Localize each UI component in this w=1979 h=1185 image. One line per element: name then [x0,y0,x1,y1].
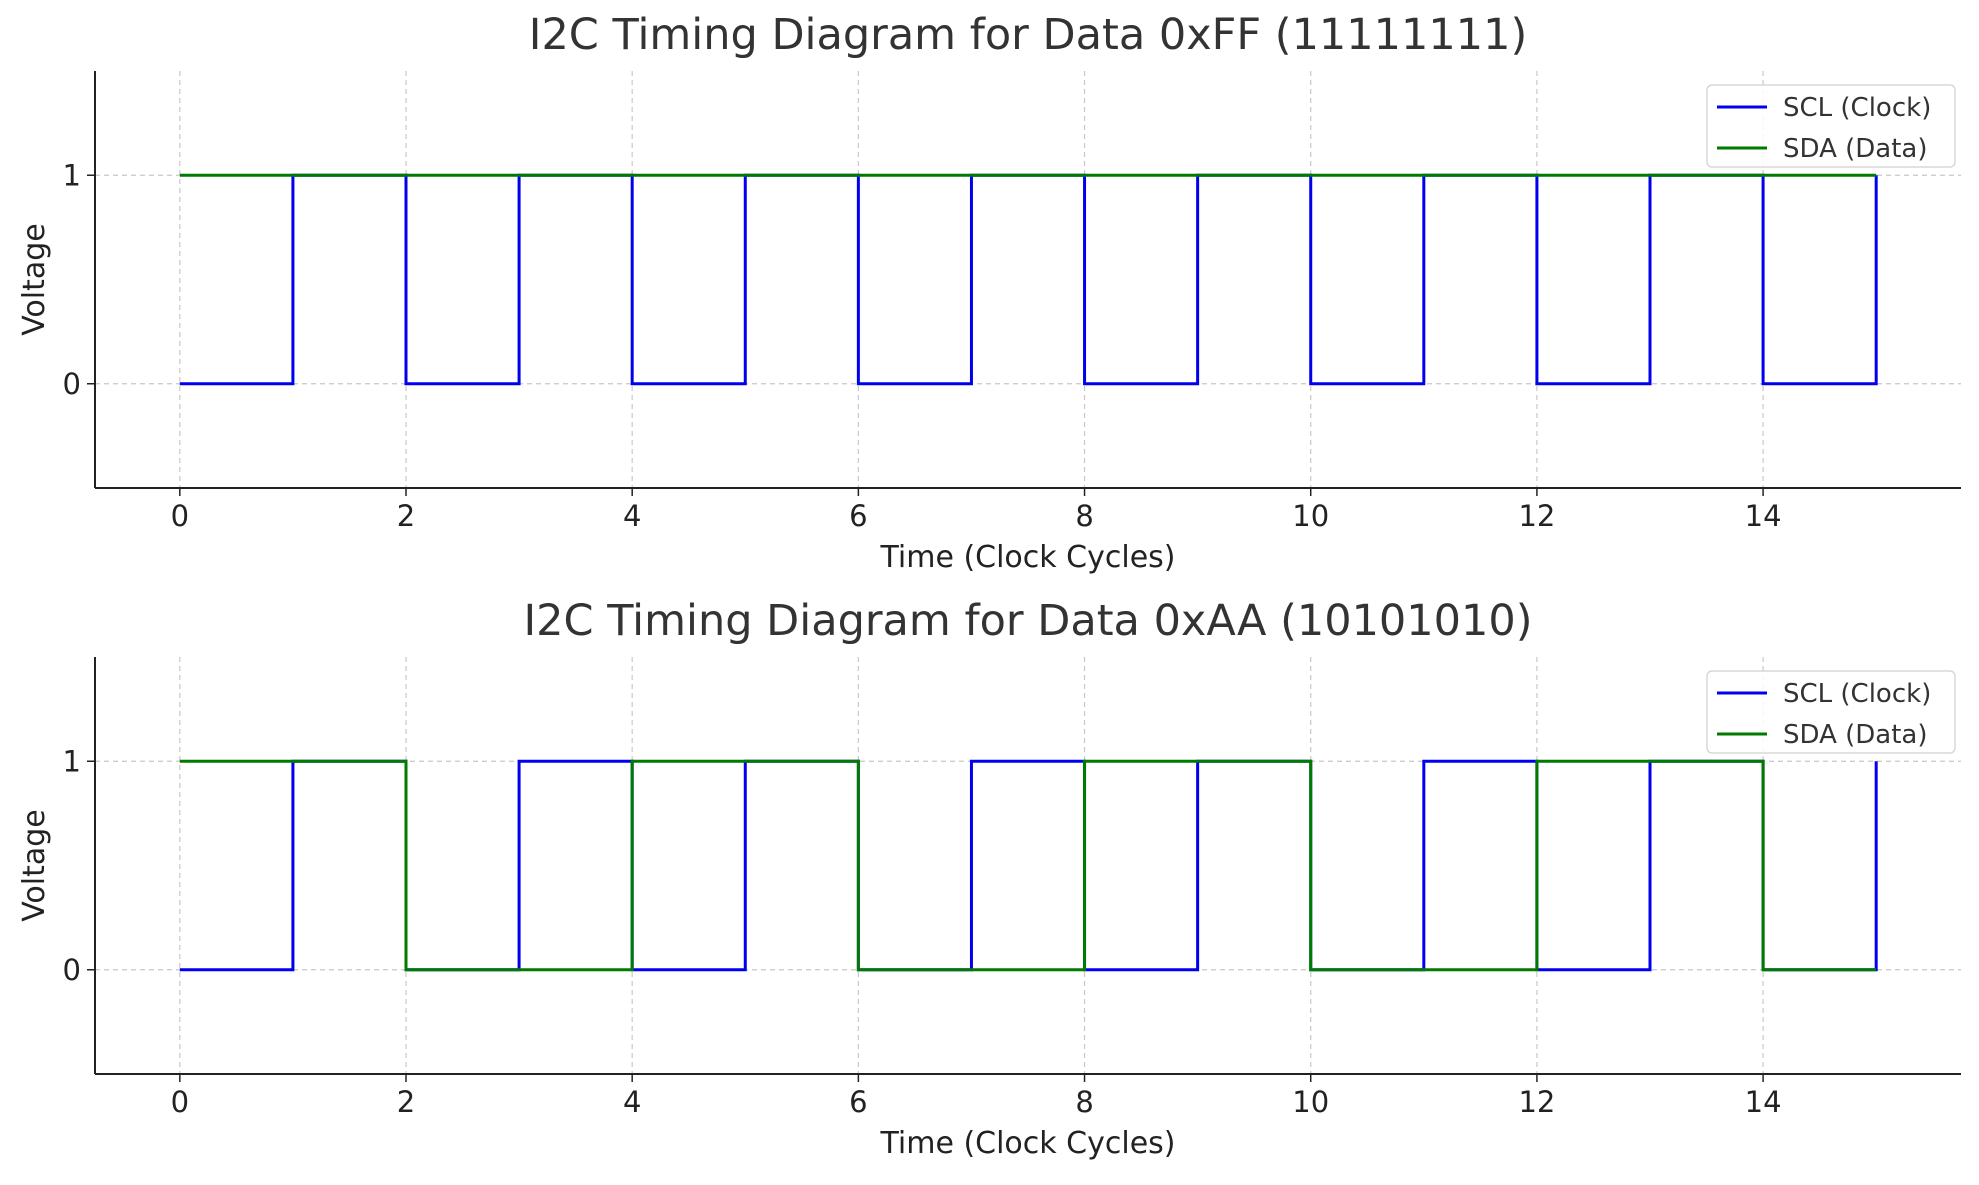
chart-panel-1: I2C Timing Diagram for Data 0xFF (111111… [17,10,1961,575]
x-tick-label: 14 [1745,1085,1782,1119]
x-tick-label: 8 [1075,499,1093,533]
legend-label: SCL (Clock) [1783,679,1931,709]
x-axis-label: Time (Clock Cycles) [879,1126,1175,1161]
legend-label: SDA (Data) [1783,720,1928,750]
x-tick-label: 14 [1745,499,1782,533]
y-tick-label: 0 [63,367,81,401]
x-tick-label: 4 [623,499,641,533]
legend: SCL (Clock) SDA (Data) [1706,84,1956,168]
x-tick-label: 10 [1292,499,1329,533]
x-axis-label: Time (Clock Cycles) [879,540,1175,575]
x-tick-label: 8 [1075,1085,1093,1119]
legend-box [1706,84,1956,168]
y-axis-label: Voltage [17,809,52,922]
legend: SCL (Clock) SDA (Data) [1706,670,1956,754]
chart-title: I2C Timing Diagram for Data 0xAA (101010… [523,596,1532,646]
x-tick-label: 12 [1518,499,1555,533]
x-tick-label: 0 [171,1085,189,1119]
legend-label: SDA (Data) [1783,134,1928,164]
x-tick-label: 6 [849,1085,867,1119]
y-tick-label: 1 [63,158,81,192]
x-tick-label: 2 [397,499,415,533]
series-line-scl [179,173,1878,386]
x-tick-label: 10 [1292,1085,1329,1119]
x-tick-label: 4 [623,1085,641,1119]
series-line-sda [179,759,1877,972]
y-axis-label: Voltage [17,223,52,336]
x-tick-label: 0 [171,499,189,533]
x-tick-label: 2 [397,1085,415,1119]
legend-label: SCL (Clock) [1783,93,1931,123]
y-tick-label: 1 [63,744,81,778]
chart-panel-2: I2C Timing Diagram for Data 0xAA (101010… [17,596,1961,1161]
x-tick-label: 12 [1518,1085,1555,1119]
legend-box [1706,670,1956,754]
x-tick-label: 6 [849,499,867,533]
series-line-scl [179,759,1878,972]
chart-title: I2C Timing Diagram for Data 0xFF (111111… [529,10,1527,60]
y-tick-label: 0 [63,953,81,987]
